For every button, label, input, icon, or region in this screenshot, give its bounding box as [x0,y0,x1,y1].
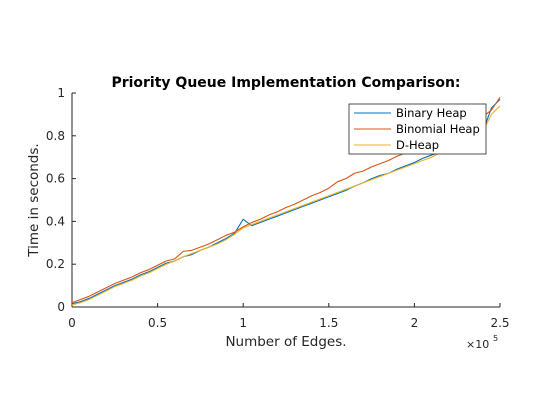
x-tick-label: 1.5 [319,316,338,330]
x-tick-label: 0.5 [148,316,167,330]
x-axis-exponent: ×10 5 [466,334,498,351]
series-line-binary-heap [71,99,501,305]
x-tick-label: 2 [411,316,419,330]
y-tick-label: 0.6 [46,172,65,186]
x-tick-label: 1 [239,316,247,330]
x-tick-label: 2.5 [490,316,509,330]
legend-label-d-heap: D-Heap [396,138,439,152]
series-line-d-heap [71,105,501,306]
y-tick-label: 0.4 [46,214,65,228]
chart-title: Priority Queue Implementation Comparison… [111,75,460,91]
legend: Binary Heap Binomial Heap D-Heap [348,103,487,155]
x-tick-label: 0 [68,316,76,330]
x-axis-label: Number of Edges. [225,334,346,350]
plot-area: 0 0.5 1 1.5 2 2.5 0 0.2 0.4 0.6 0.8 1 [46,86,510,330]
y-tick-label: 1 [57,86,65,100]
x-axis-exponent-base: ×10 [466,338,489,351]
legend-label-binary-heap: Binary Heap [396,106,467,120]
y-tick-label: 0 [57,300,65,314]
y-tick-label: 0.2 [46,257,65,271]
y-tick-label: 0.8 [46,129,65,143]
legend-label-binomial-heap: Binomial Heap [396,122,480,136]
y-axis-label: Time in seconds. [26,143,42,257]
x-axis-exponent-power: 5 [493,334,498,343]
